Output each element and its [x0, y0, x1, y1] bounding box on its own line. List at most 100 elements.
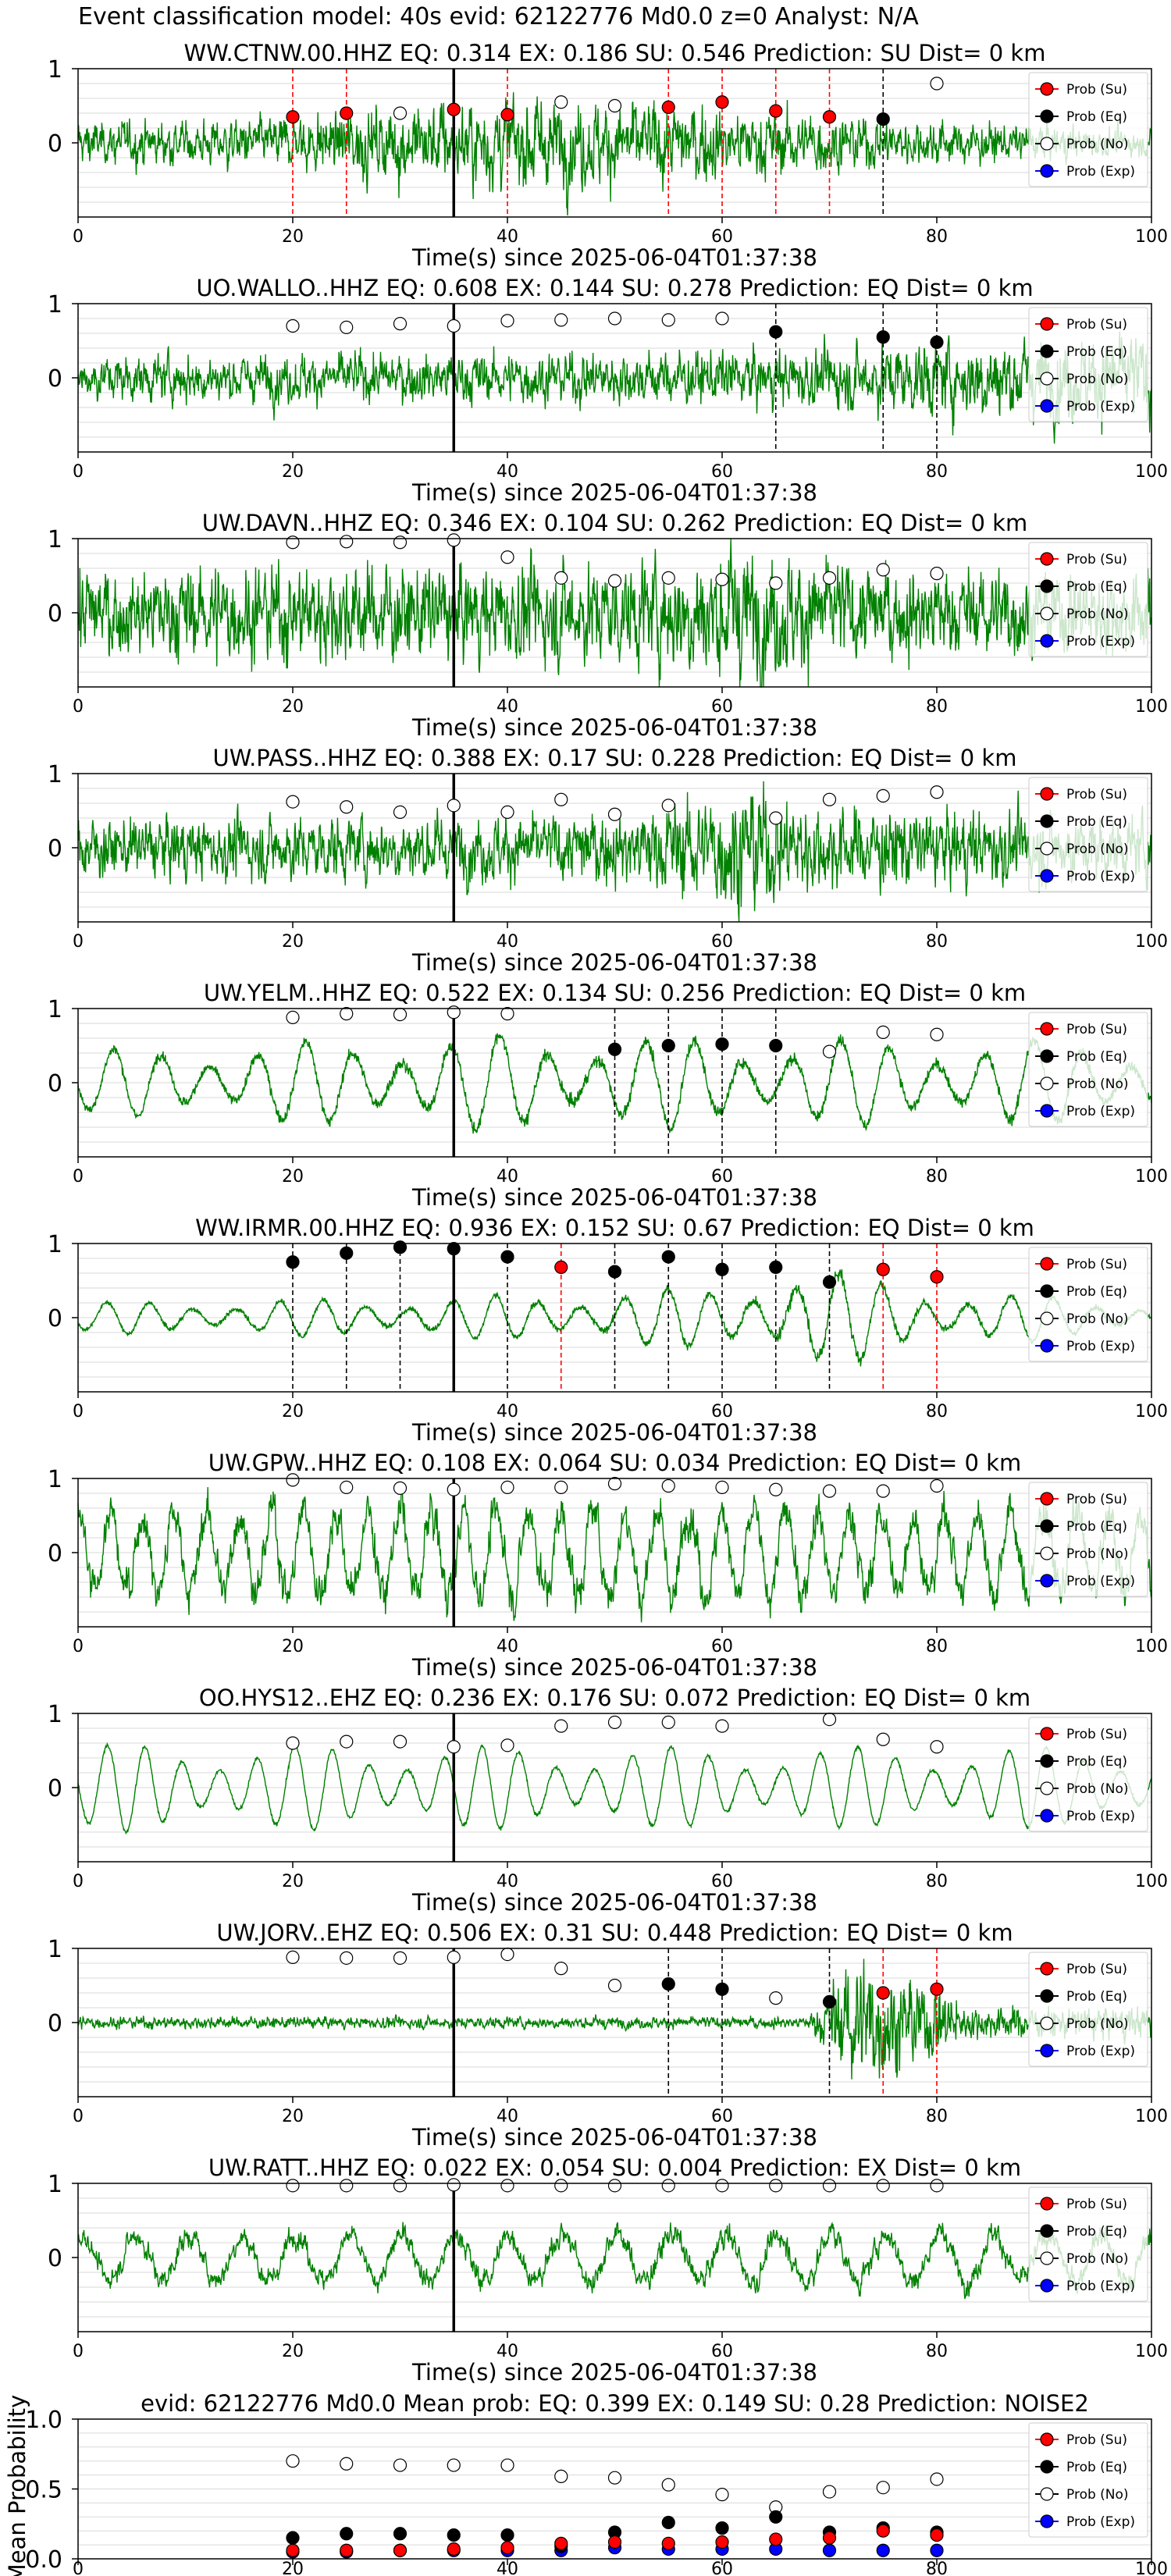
x-tick-label: 80: [926, 1167, 948, 1187]
legend-marker: [1040, 1962, 1054, 1976]
prob-marker: [930, 2179, 944, 2193]
mean-prob-marker: [661, 2515, 675, 2530]
legend-marker: [1040, 2197, 1054, 2211]
prob-marker: [822, 1713, 837, 1727]
x-tick-label: 0: [73, 697, 84, 717]
legend-marker: [1040, 82, 1054, 96]
legend-marker: [1040, 2460, 1054, 2474]
legend-marker: [1040, 344, 1054, 358]
x-tick-label: 40: [497, 2107, 518, 2126]
x-tick-label: 80: [926, 2342, 948, 2361]
x-tick-label: 100: [1135, 1402, 1168, 1421]
mean-prob-marker: [876, 2481, 890, 2495]
panel-title: OO.HYS12..EHZ EQ: 0.236 EX: 0.176 SU: 0.…: [199, 1685, 1030, 1711]
prob-marker: [447, 1005, 461, 1019]
page-title: Event classification model: 40s evid: 62…: [78, 3, 919, 30]
legend-label: Prob (Su): [1066, 1022, 1127, 1037]
prob-marker: [607, 1978, 622, 1993]
prob-marker: [661, 1977, 675, 1991]
mean-prob-marker: [930, 2472, 944, 2486]
legend-label: Prob (Eq): [1066, 109, 1127, 125]
prob-marker: [769, 325, 783, 339]
legend: Prob (Su) Prob (Eq) Prob (No) Prob (Exp): [1028, 1717, 1148, 1832]
prob-marker: [447, 102, 461, 116]
y-tick-label: 1: [48, 761, 62, 788]
legend-marker: [1040, 1492, 1054, 1506]
prob-marker: [447, 1242, 461, 1256]
panel-5: WW.IRMR.00.HHZ EQ: 0.936 EX: 0.152 SU: 0…: [48, 1215, 1168, 1446]
x-tick-label: 0: [73, 2560, 84, 2576]
prob-marker: [500, 2179, 514, 2193]
prob-marker: [340, 1735, 354, 1749]
x-tick-label: 20: [282, 1637, 304, 1656]
prob-marker: [554, 1480, 568, 1495]
x-tick-label: 60: [711, 1167, 733, 1187]
panel-10: evid: 62122776 Md0.0 Mean prob: EQ: 0.39…: [4, 2390, 1168, 2576]
waveform-line: [77, 538, 1152, 688]
prob-marker: [607, 311, 622, 326]
legend-label: Prob (Eq): [1066, 814, 1127, 830]
prob-marker: [393, 535, 408, 550]
legend-box: [1028, 1717, 1148, 1832]
prob-marker: [286, 535, 300, 550]
x-tick-label: 20: [282, 2560, 304, 2576]
legend-box: [1028, 1952, 1148, 2067]
panel-title: UW.PASS..HHZ EQ: 0.388 EX: 0.17 SU: 0.22…: [213, 745, 1017, 771]
x-tick-label: 80: [926, 2107, 948, 2126]
x-tick-label: 100: [1135, 462, 1168, 482]
legend-label: Prob (No): [1066, 607, 1129, 622]
x-tick-label: 100: [1135, 1872, 1168, 1891]
legend-label: Prob (Eq): [1066, 579, 1127, 595]
x-tick-label: 20: [282, 2342, 304, 2361]
x-tick-label: 40: [497, 2560, 518, 2576]
mean-prob-marker: [822, 2531, 837, 2545]
prob-marker: [393, 317, 408, 331]
x-tick-label: 40: [497, 1637, 518, 1656]
prob-marker: [500, 1738, 514, 1752]
prob-marker: [286, 1010, 300, 1025]
prob-marker: [500, 108, 514, 122]
x-tick-label: 60: [711, 1637, 733, 1656]
legend-label: Prob (Eq): [1066, 1519, 1127, 1535]
legend-label: Prob (No): [1066, 372, 1129, 387]
x-tick-label: 40: [497, 932, 518, 952]
mean-prob-marker: [769, 2510, 783, 2524]
prob-marker: [876, 1484, 890, 1498]
legend-box: [1028, 2186, 1148, 2302]
x-tick-label: 80: [926, 697, 948, 717]
x-tick-label: 60: [711, 2342, 733, 2361]
legend-label: Prob (Eq): [1066, 1049, 1127, 1065]
y-tick-label: 0: [48, 365, 62, 393]
panel-4: UW.YELM..HHZ EQ: 0.522 EX: 0.134 SU: 0.2…: [48, 980, 1168, 1211]
legend-marker: [1040, 1339, 1054, 1353]
prob-marker: [447, 318, 461, 333]
x-tick-label: 20: [282, 1872, 304, 1891]
waveform-line: [77, 1959, 1152, 2080]
prob-marker: [822, 110, 837, 124]
legend-marker: [1040, 2251, 1054, 2265]
prob-marker: [286, 1736, 300, 1750]
legend-marker: [1040, 869, 1054, 883]
panel-title: UO.WALLO..HHZ EQ: 0.608 EX: 0.144 SU: 0.…: [196, 275, 1033, 301]
x-tick-label: 0: [73, 227, 84, 247]
y-tick-label: 0: [48, 2010, 62, 2037]
prob-marker: [500, 1480, 514, 1495]
waveform-line: [77, 781, 1152, 923]
x-axis-label: Time(s) since 2025-06-04T01:37:38: [411, 2359, 817, 2386]
prob-marker: [607, 807, 622, 821]
x-tick-label: 40: [497, 697, 518, 717]
waveform-line: [77, 1742, 1152, 1835]
panel-title: UW.JORV..EHZ EQ: 0.506 EX: 0.31 SU: 0.44…: [216, 1920, 1013, 1946]
legend-marker: [1040, 1727, 1054, 1741]
legend: Prob (Su) Prob (Eq) Prob (No) Prob (Exp): [1028, 542, 1148, 657]
legend-label: Prob (Su): [1066, 2432, 1127, 2448]
prob-marker: [715, 311, 729, 326]
legend-box: [1028, 1247, 1148, 1362]
x-tick-label: 60: [711, 932, 733, 952]
prob-marker: [554, 1260, 568, 1275]
y-tick-label: 0: [48, 1070, 62, 1098]
legend-label: Prob (No): [1066, 1311, 1129, 1327]
y-tick-label: 0: [48, 2245, 62, 2272]
y-tick-label: 1: [48, 1466, 62, 1493]
